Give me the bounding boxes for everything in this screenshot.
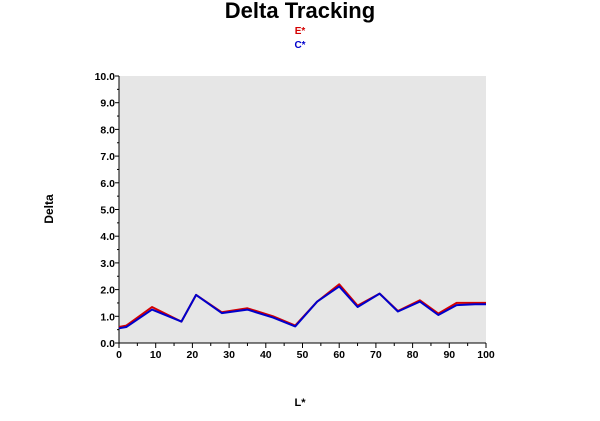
y-tick-label: 8.0 xyxy=(100,124,115,136)
x-tick-label: 80 xyxy=(407,349,419,361)
x-tick-label: 70 xyxy=(370,349,382,361)
plot-area xyxy=(119,76,486,343)
y-tick-label: 7.0 xyxy=(100,151,115,163)
x-axis-label: L* xyxy=(294,397,306,409)
x-tick-label: 40 xyxy=(260,349,272,361)
x-tick-label: 60 xyxy=(333,349,345,361)
y-tick-label: 9.0 xyxy=(100,98,115,110)
chart-title: Delta Tracking xyxy=(224,0,376,23)
x-tick-label: 50 xyxy=(297,349,309,361)
y-tick-label: 6.0 xyxy=(100,178,115,190)
y-tick-label: 5.0 xyxy=(100,205,115,217)
y-tick-label: 4.0 xyxy=(100,231,115,243)
x-tick-label: 30 xyxy=(223,349,235,361)
y-tick-label: 0.0 xyxy=(100,338,115,350)
series-line-2 xyxy=(118,285,486,330)
x-tick-label: 10 xyxy=(150,349,162,361)
x-tick-label: 0 xyxy=(116,349,122,361)
y-tick-label: 2.0 xyxy=(100,285,115,297)
x-tick-label: 90 xyxy=(443,349,455,361)
legend-series-2: C* xyxy=(294,40,306,51)
x-tick-label: 100 xyxy=(477,349,495,361)
y-tick-label: 10.0 xyxy=(95,71,116,83)
x-tick-label: 20 xyxy=(187,349,199,361)
y-tick-label: 3.0 xyxy=(100,258,115,270)
legend-series-1: E* xyxy=(294,26,306,37)
y-tick-label: 1.0 xyxy=(100,311,115,323)
